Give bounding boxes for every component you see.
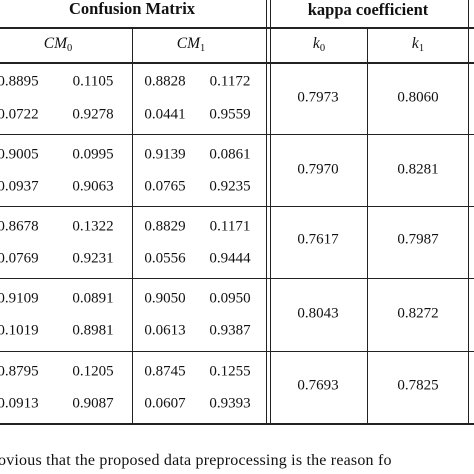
cm0-cell: 0.9087 <box>72 395 114 412</box>
header-confusion-matrix: Confusion Matrix <box>68 0 196 18</box>
body-text-line: ovious that the proposed data preprocess… <box>0 452 392 469</box>
cm1-cell: 0.1255 <box>209 363 251 380</box>
cm1-cell: 0.0556 <box>144 250 186 267</box>
k0-cell: 0.8043 <box>297 305 339 322</box>
k1-cell: 0.8281 <box>397 161 439 178</box>
table-rule-v-group-left <box>266 0 267 425</box>
cm0-cell: 0.8795 <box>0 363 39 380</box>
cm0-cell: 0.9109 <box>0 290 39 307</box>
cm1-cell: 0.8745 <box>144 363 186 380</box>
cm0-cell: 0.1105 <box>72 73 114 90</box>
cm0-cell: 0.8678 <box>0 218 39 235</box>
table-rule-bottom <box>0 423 474 425</box>
cm1-cell: 0.9139 <box>144 146 186 163</box>
table-rule-row-3 <box>0 278 474 279</box>
cm0-cell: 0.0913 <box>0 395 39 412</box>
subheader-k0: k0 <box>312 34 326 54</box>
cm0-cell: 0.9231 <box>72 250 114 267</box>
cm1-cell: 0.9235 <box>209 178 251 195</box>
table-rule-header <box>0 62 474 64</box>
cm1-cell: 0.0441 <box>144 106 186 123</box>
table-rule-v-group-right <box>270 0 271 425</box>
k0-cell: 0.7970 <box>297 161 339 178</box>
k0-cell: 0.7693 <box>297 377 339 394</box>
table-rule-v-kappa-split <box>367 29 368 423</box>
subheader-cm1: CM1 <box>176 34 206 54</box>
k1-cell: 0.8060 <box>397 89 439 106</box>
cm0-cell: 0.0995 <box>72 146 114 163</box>
cm0-cell: 0.1019 <box>0 322 39 339</box>
cm1-cell: 0.0607 <box>144 395 186 412</box>
cm0-cell: 0.0937 <box>0 178 39 195</box>
cm0-cell: 0.0722 <box>0 106 39 123</box>
cm1-cell: 0.0613 <box>144 322 186 339</box>
header-kappa-coefficient: kappa coefficient <box>307 0 429 19</box>
table-rule-row-4 <box>0 351 474 352</box>
k1-cell: 0.8272 <box>397 305 439 322</box>
cm0-cell: 0.9005 <box>0 146 39 163</box>
cm1-cell: 0.9050 <box>144 290 186 307</box>
table-rule-v-right <box>468 0 469 425</box>
cm1-cell: 0.0765 <box>144 178 186 195</box>
cm1-cell: 0.9393 <box>209 395 251 412</box>
cm1-cell: 0.0861 <box>209 146 251 163</box>
subheader-cm0: CM0 <box>43 34 73 54</box>
cm1-cell: 0.9387 <box>209 322 251 339</box>
table-rule-top <box>0 27 474 29</box>
table-rule-row-1 <box>0 134 474 135</box>
cm1-cell: 0.9444 <box>209 250 251 267</box>
cm0-cell: 0.0891 <box>72 290 114 307</box>
cm1-cell: 0.1171 <box>209 218 251 235</box>
k0-cell: 0.7973 <box>297 89 339 106</box>
cm0-cell: 0.1205 <box>72 363 114 380</box>
cm1-cell: 0.8828 <box>144 73 186 90</box>
cm0-cell: 0.9278 <box>72 106 114 123</box>
cm1-cell: 0.0950 <box>209 290 251 307</box>
cm0-cell: 0.8981 <box>72 322 114 339</box>
cm0-cell: 0.8895 <box>0 73 39 90</box>
cm1-cell: 0.8829 <box>144 218 186 235</box>
subheader-k1: k1 <box>411 34 425 54</box>
cm0-cell: 0.9063 <box>72 178 114 195</box>
cm1-cell: 0.1172 <box>209 73 251 90</box>
table-rule-row-2 <box>0 206 474 207</box>
cm0-cell: 0.1322 <box>72 218 114 235</box>
k1-cell: 0.7987 <box>397 231 439 248</box>
cm0-cell: 0.0769 <box>0 250 39 267</box>
k0-cell: 0.7617 <box>297 231 339 248</box>
cm1-cell: 0.9559 <box>209 106 251 123</box>
k1-cell: 0.7825 <box>397 377 439 394</box>
table-rule-v-cm-split <box>132 29 133 423</box>
